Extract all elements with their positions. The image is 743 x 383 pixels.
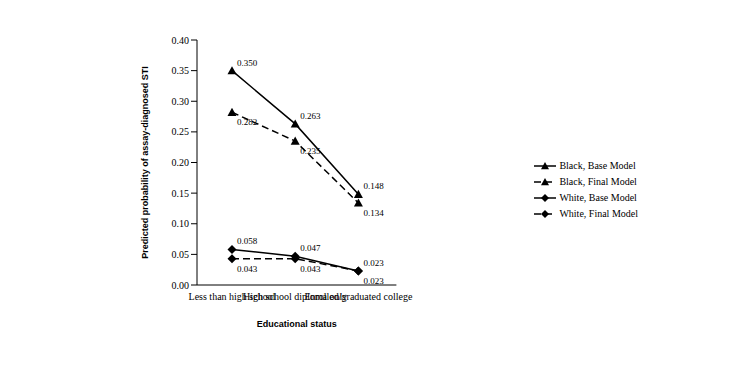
svg-text:0.235: 0.235 [300, 146, 321, 156]
svg-text:0.148: 0.148 [363, 181, 384, 191]
svg-text:0.023: 0.023 [363, 258, 384, 268]
svg-text:0.05: 0.05 [172, 249, 190, 260]
svg-text:0.047: 0.047 [300, 243, 321, 253]
html-text:Black, Final Model: Black, Final Model [559, 176, 637, 187]
svg-text:0.40: 0.40 [172, 35, 190, 46]
svg-text:Educational status: Educational status [257, 319, 337, 329]
svg-text:0.043: 0.043 [300, 264, 321, 274]
svg-text:Less than high school: Less than high school [188, 291, 276, 303]
svg-text:0.263: 0.263 [300, 111, 321, 121]
svg-text:0.282: 0.282 [237, 117, 257, 127]
svg-text:0.15: 0.15 [172, 188, 190, 199]
svg-text:0.35: 0.35 [172, 65, 190, 76]
svg-text:High school diploma only: High school diploma only [243, 291, 348, 303]
svg-text:0.058: 0.058 [237, 236, 258, 246]
svg-text:0.30: 0.30 [172, 96, 190, 107]
html-text:Black, Base Model: Black, Base Model [559, 160, 636, 171]
svg-text:Enrolled/graduated college: Enrolled/graduated college [304, 291, 413, 302]
svg-text:0.134: 0.134 [363, 208, 384, 218]
svg-text:0.25: 0.25 [172, 126, 190, 137]
svg-text:0.00: 0.00 [172, 280, 190, 291]
html-text:White, Base Model: White, Base Model [559, 192, 637, 203]
svg-text:0.350: 0.350 [237, 58, 258, 68]
svg-text:0.043: 0.043 [237, 264, 258, 274]
svg-text:0.023: 0.023 [363, 276, 384, 286]
svg-text:0.10: 0.10 [172, 218, 190, 229]
html-text:White, Final Model: White, Final Model [559, 208, 638, 219]
svg-text:Predicted probability of assay: Predicted probability of assay-diagnosed… [140, 66, 150, 259]
svg-text:0.20: 0.20 [172, 157, 190, 168]
